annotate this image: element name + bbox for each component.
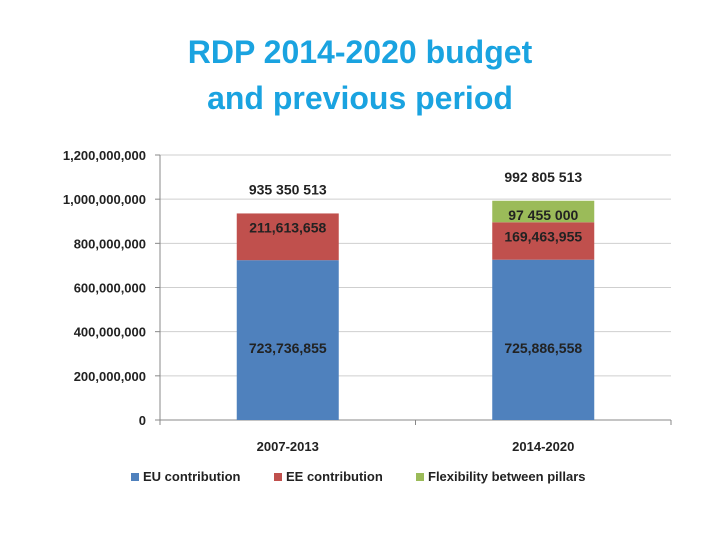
legend-label: Flexibility between pillars xyxy=(428,469,586,484)
bar-segment xyxy=(492,222,595,260)
legend-label: EU contribution xyxy=(143,469,241,484)
y-tick-label: 200,000,000 xyxy=(74,369,146,384)
y-tick-label: 1,000,000,000 xyxy=(63,192,146,207)
total-label: 992 805 513 xyxy=(504,169,582,185)
y-tick-label: 400,000,000 xyxy=(74,325,146,340)
total-label: 935 350 513 xyxy=(249,181,327,197)
y-tick-label: 600,000,000 xyxy=(74,281,146,296)
data-label: 723,736,855 xyxy=(249,340,327,356)
bar-segment xyxy=(492,200,595,223)
data-label: 97 455 000 xyxy=(508,207,578,223)
legend-swatch xyxy=(416,473,424,481)
y-tick-label: 0 xyxy=(139,413,146,428)
chart-title-line-1: RDP 2014-2020 budget xyxy=(187,34,533,70)
legend-swatch xyxy=(131,473,139,481)
bar-segment xyxy=(236,260,339,420)
y-tick-label: 1,200,000,000 xyxy=(63,148,146,163)
y-tick-label: 800,000,000 xyxy=(74,236,146,251)
x-tick-label: 2014-2020 xyxy=(512,439,574,454)
legend-swatch xyxy=(274,473,282,481)
bar-segment xyxy=(236,213,339,261)
data-label: 725,886,558 xyxy=(504,340,582,356)
chart-title-line-2: and previous period xyxy=(207,80,513,116)
legend-label: EE contribution xyxy=(286,469,383,484)
data-label: 211,613,658 xyxy=(249,219,326,235)
bar-segment xyxy=(492,259,595,420)
data-label: 169,463,955 xyxy=(504,228,582,244)
x-tick-label: 2007-2013 xyxy=(257,439,319,454)
